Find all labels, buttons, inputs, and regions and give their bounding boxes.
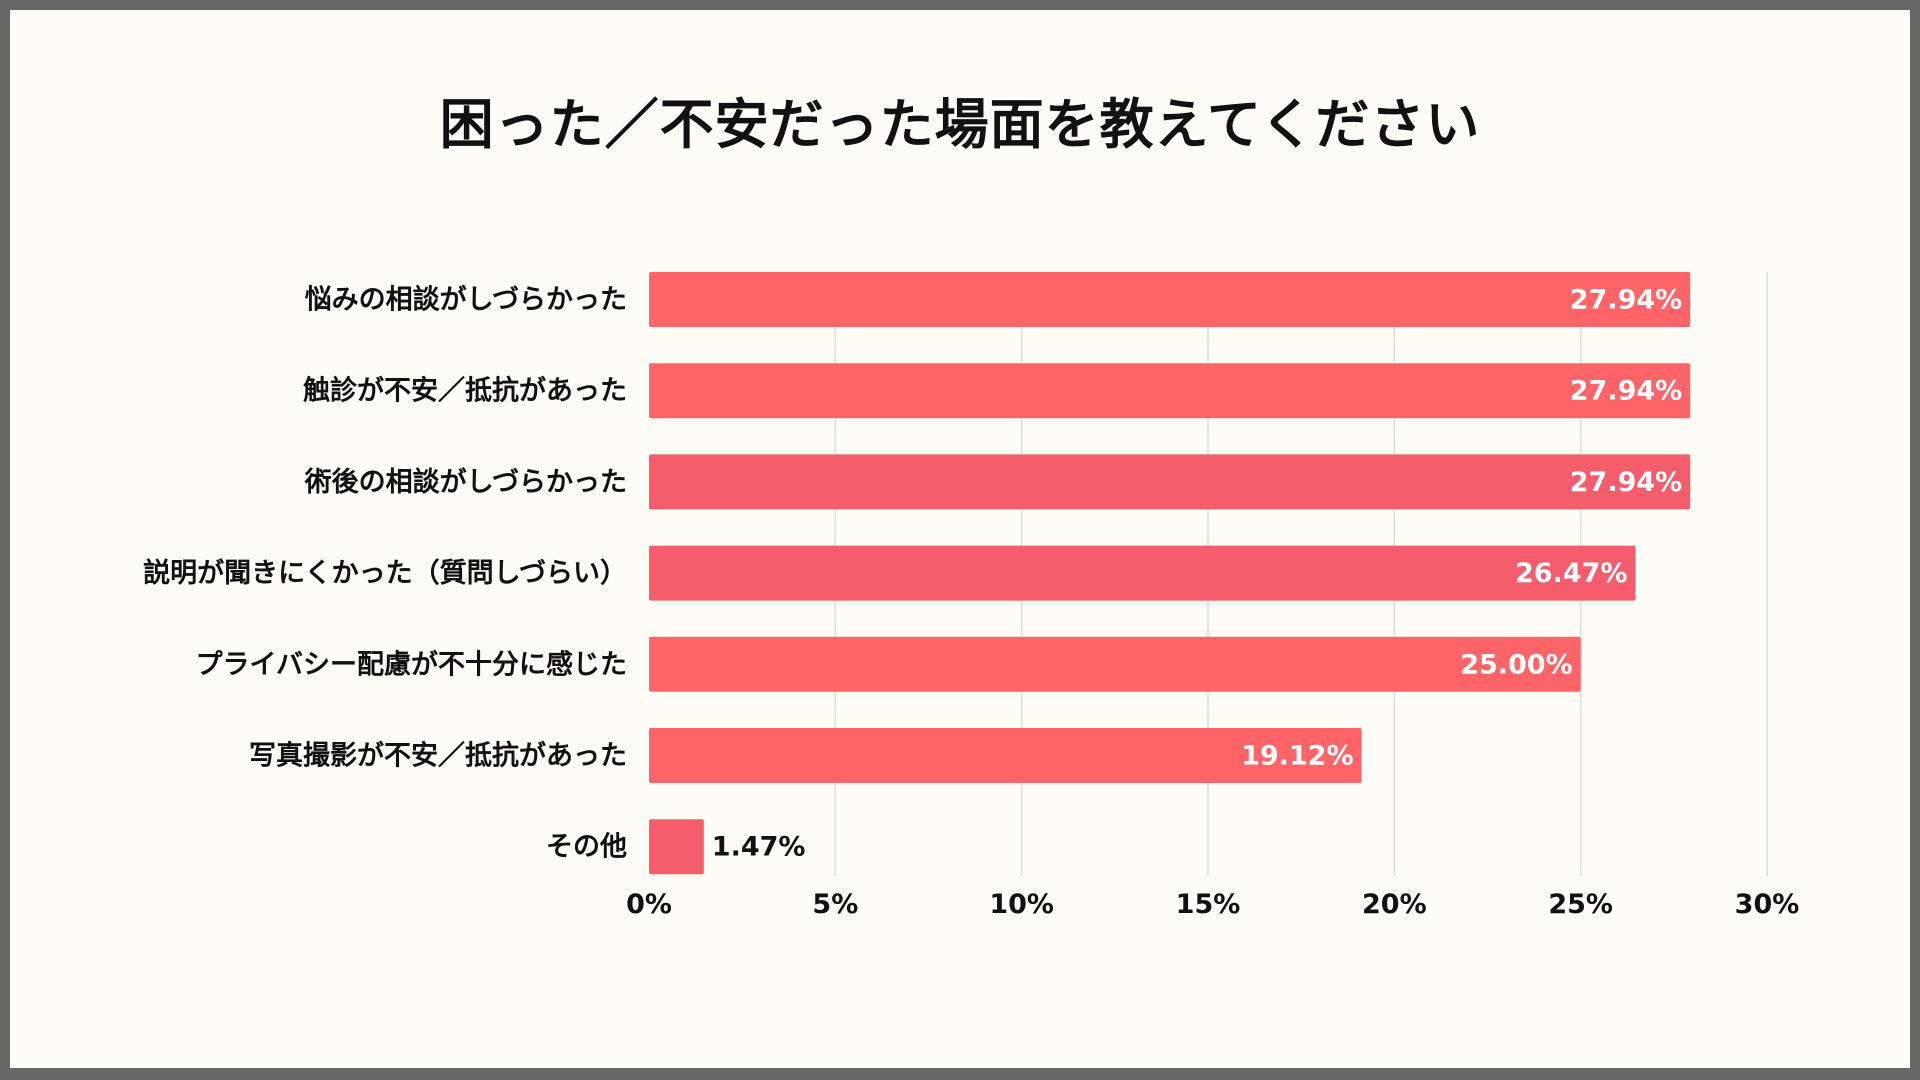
category-label: 術後の相談がしづらかった <box>304 466 627 498</box>
bar <box>649 272 1691 327</box>
bar <box>649 545 1636 601</box>
value-label: 27.94% <box>1570 376 1682 407</box>
value-label: 27.94% <box>1570 285 1682 316</box>
category-label: 説明が聞きにくかった（質問しづらい） <box>143 557 627 589</box>
value-label: 26.47% <box>1515 558 1627 589</box>
value-label: 19.12% <box>1241 741 1353 772</box>
category-label: 悩みの相談がしづらかった <box>305 284 627 316</box>
category-label: 写真撮影が不安／抵抗があった <box>249 740 627 772</box>
bar <box>649 728 1362 783</box>
x-tick-label: 30% <box>1735 889 1800 920</box>
x-tick-label: 5% <box>812 889 858 920</box>
x-tick-label: 0% <box>626 889 672 920</box>
value-label: 1.47% <box>712 832 806 863</box>
bar <box>649 819 704 875</box>
bar <box>649 636 1581 692</box>
x-tick-label: 25% <box>1548 889 1613 920</box>
category-label: プライバシー配慮が不十分に感じた <box>196 648 627 680</box>
value-label: 27.94% <box>1570 467 1682 498</box>
bar <box>649 363 1691 419</box>
bar-chart: 悩みの相談がしづらかった 27.94% 触診が不安／抵抗があった 27.94% 術後の相… <box>143 272 1800 920</box>
x-tick-label: 10% <box>989 889 1054 920</box>
bar <box>649 454 1691 510</box>
category-label: その他 <box>546 832 627 863</box>
chart-title: 困った／不安だった場面を教えてください <box>439 93 1481 156</box>
category-label: 触診が不安／抵抗があった <box>303 375 627 407</box>
value-label: 25.00% <box>1460 649 1572 680</box>
x-tick-label: 20% <box>1362 889 1427 920</box>
x-tick-label: 15% <box>1176 889 1241 920</box>
chart-frame: 困った／不安だった場面を教えてください 悩みの相談がしづらかった 27.94% 触診… <box>10 10 1910 1068</box>
